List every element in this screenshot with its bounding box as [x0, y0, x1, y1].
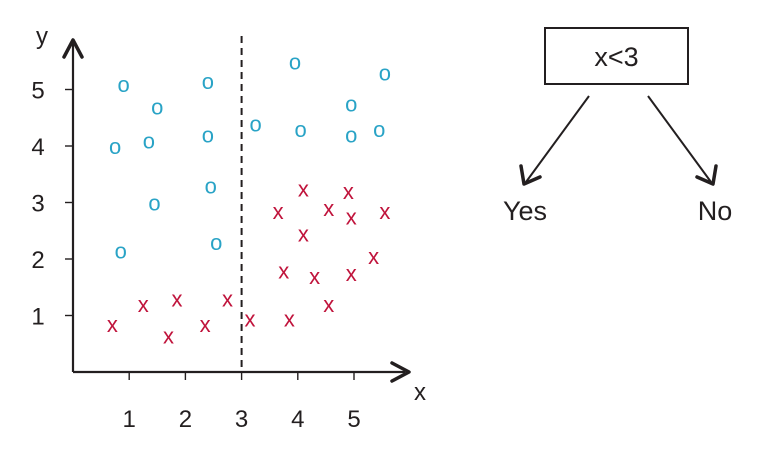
- point-circle-marker: o: [202, 123, 214, 148]
- point-cross-marker: x: [379, 199, 390, 224]
- point-circle-marker: o: [210, 230, 222, 255]
- x-tick-label: 4: [291, 406, 304, 433]
- y-tick-label: 5: [31, 78, 44, 105]
- point-cross-marker: x: [273, 199, 284, 224]
- point-cross-marker: x: [245, 306, 256, 331]
- tree-edge-yes-arrow-icon: [519, 164, 542, 186]
- point-circle-marker: o: [289, 49, 301, 74]
- point-cross-marker: x: [298, 222, 309, 247]
- point-circle-marker: o: [143, 128, 155, 153]
- point-cross-marker: x: [278, 258, 289, 283]
- point-cross-marker: x: [346, 205, 357, 230]
- point-cross-marker: x: [284, 306, 295, 331]
- point-cross-marker: x: [343, 179, 354, 204]
- point-cross-marker: x: [323, 196, 334, 221]
- point-circle-marker: o: [115, 239, 127, 264]
- decision-tree: x<3 Yes No: [503, 27, 733, 226]
- y-tick-label: 3: [31, 191, 44, 218]
- point-circle-marker: o: [379, 61, 391, 86]
- axis-ticks: 1 2 3 4 5 1 2 3 4 5: [31, 78, 360, 434]
- y-axis-label: y: [36, 23, 48, 50]
- tree-root-label: x<3: [594, 42, 638, 72]
- point-cross-marker: x: [222, 287, 233, 312]
- y-tick-label: 1: [31, 304, 44, 331]
- point-circle-marker: o: [205, 174, 217, 199]
- tree-leaf-no: No: [698, 196, 733, 226]
- point-cross-marker: x: [309, 264, 320, 289]
- point-cross-marker: x: [171, 287, 182, 312]
- tree-edge-no: [647, 95, 712, 183]
- point-cross-marker: x: [323, 292, 334, 317]
- y-tick-label: 4: [31, 134, 44, 161]
- y-axis-arrow-icon: [62, 38, 84, 59]
- point-cross-marker: x: [163, 323, 174, 348]
- point-circle-marker: o: [345, 92, 357, 117]
- x-tick-label: 1: [123, 406, 136, 433]
- tree-leaf-yes: Yes: [503, 196, 547, 226]
- point-cross-marker: x: [298, 176, 309, 201]
- point-cross-marker: x: [346, 261, 357, 286]
- x-tick-label: 5: [347, 406, 360, 433]
- point-circle-marker: o: [117, 72, 129, 97]
- point-circle-marker: o: [148, 191, 160, 216]
- point-circle-marker: o: [345, 123, 357, 148]
- tree-edge-no-arrow-icon: [695, 164, 718, 186]
- point-circle-marker: o: [250, 111, 262, 136]
- point-circle-marker: o: [373, 117, 385, 142]
- point-cross-marker: x: [200, 312, 211, 337]
- x-tick-label: 2: [179, 406, 192, 433]
- tree-edge-yes: [525, 95, 590, 183]
- point-circle-marker: o: [294, 117, 306, 142]
- point-circle-marker: o: [202, 69, 214, 94]
- point-circle-marker: o: [151, 94, 163, 119]
- x-tick-label: 3: [235, 406, 248, 433]
- point-cross-marker: x: [368, 244, 379, 269]
- point-cross-marker: x: [107, 312, 118, 337]
- tree-root-node: [544, 27, 689, 85]
- y-tick-label: 2: [31, 247, 44, 274]
- x-axis-label: x: [414, 379, 426, 406]
- point-cross-marker: x: [138, 292, 149, 317]
- point-circle-marker: o: [109, 134, 121, 159]
- x-axis-arrow-icon: [390, 361, 411, 383]
